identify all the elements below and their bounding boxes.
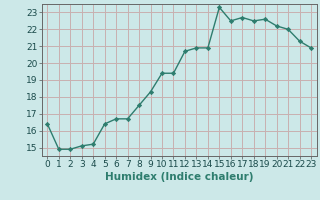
X-axis label: Humidex (Indice chaleur): Humidex (Indice chaleur) [105,172,253,182]
